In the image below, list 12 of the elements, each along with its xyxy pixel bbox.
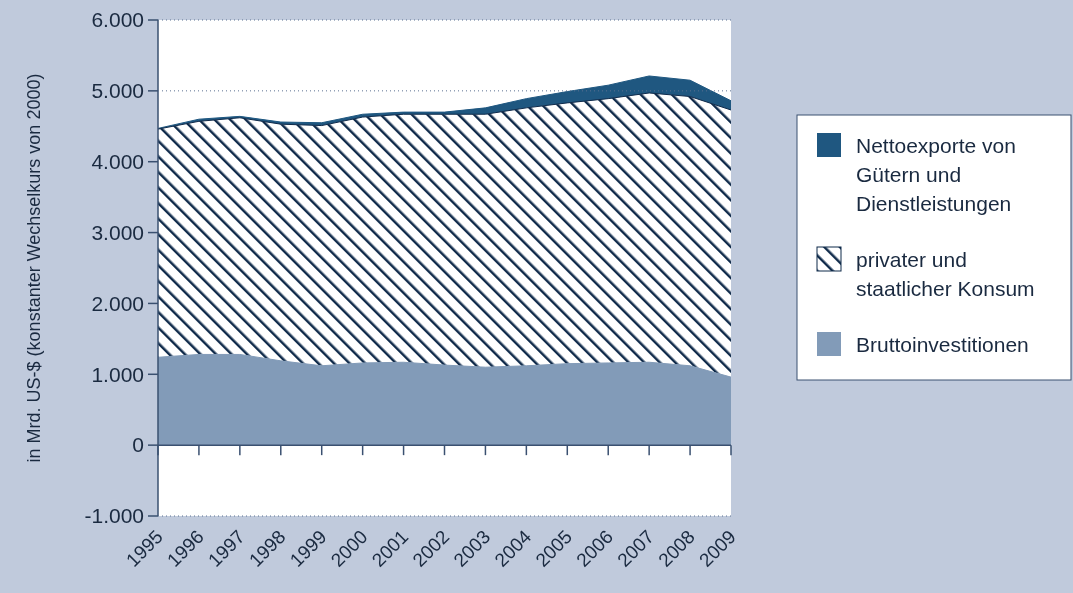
y-axis-title: in Mrd. US-$ (konstanter Wechselkurs von 2000)	[24, 73, 44, 463]
y-tick-label: 6.000	[91, 8, 144, 32]
legend-label: Nettoexporte von Gütern und Dienstleistungen	[856, 134, 1016, 215]
y-tick-label: 5.000	[91, 79, 144, 103]
y-tick-label: -1.000	[84, 504, 144, 528]
legend-label: privater und staatlicher Konsum	[856, 248, 1035, 300]
y-tick-label: 2.000	[91, 291, 144, 315]
legend-label: Bruttoinvestitionen	[856, 333, 1029, 356]
y-tick-label: 1.000	[91, 362, 144, 386]
y-tick-label: 3.000	[91, 220, 144, 244]
y-tick-label: 4.000	[91, 150, 144, 174]
y-tick-label: 0	[132, 433, 144, 457]
